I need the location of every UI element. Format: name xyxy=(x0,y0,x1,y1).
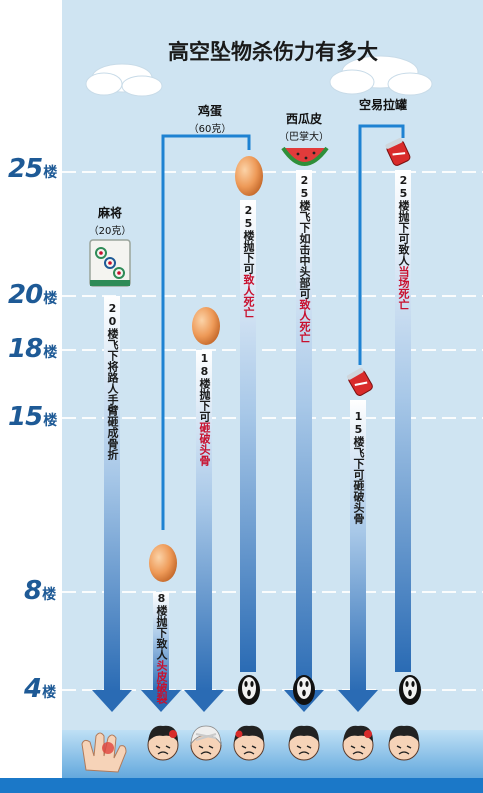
mahjong-tile-icon xyxy=(89,239,131,287)
arrow-can-15 xyxy=(338,400,378,712)
watermelon-name: 西瓜皮 xyxy=(285,112,323,126)
arrow-egg-8 xyxy=(141,592,181,712)
injured-head-icon xyxy=(233,725,265,761)
background-panel xyxy=(62,0,483,780)
injured-head-icon xyxy=(388,725,420,761)
effect-egg-8: 8楼抛下致人头皮破裂 xyxy=(155,592,168,704)
crushed-can-icon-15 xyxy=(346,367,373,396)
floor-label-8: 8楼 xyxy=(24,576,57,606)
egg-name: 鸡蛋 xyxy=(197,104,223,118)
cloud-icon xyxy=(85,63,163,97)
egg-weight: （60克） xyxy=(188,124,232,135)
injured-head-icon xyxy=(342,725,374,761)
arrow-egg-18 xyxy=(184,350,224,712)
effect-watermelon-25: 25楼飞下如击中头部可致人死亡 xyxy=(298,174,311,343)
can-bracket xyxy=(358,124,405,365)
floor-label-25: 25楼 xyxy=(8,154,58,184)
effect-egg-18: 18楼抛下可砸破头骨 xyxy=(198,352,211,466)
injured-head-icon xyxy=(288,725,320,761)
cloud-icon xyxy=(329,55,433,96)
floor-label-18: 18楼 xyxy=(8,334,58,364)
floor-label-4: 4楼 xyxy=(24,674,57,704)
egg-bracket xyxy=(161,134,251,530)
arrow-can-25 xyxy=(395,170,411,672)
scream-ghost-icon xyxy=(238,675,260,705)
scream-ghost-icon xyxy=(293,675,315,705)
arrow-egg-25 xyxy=(240,200,256,672)
page-title: 高空坠物杀伤力有多大 xyxy=(168,40,378,64)
can-name: 空易拉罐 xyxy=(358,98,408,112)
effect-can-25: 25楼抛下可致人当场死亡 xyxy=(397,174,410,310)
injured-head-icon xyxy=(147,725,179,761)
bottom-strip xyxy=(0,778,483,793)
watermelon-weight: （巴掌大） xyxy=(279,132,329,143)
injured-hand-icon xyxy=(81,732,127,773)
floor-label-20: 20楼 xyxy=(8,280,58,310)
injured-head-icon xyxy=(190,725,222,761)
egg-icon-8 xyxy=(149,544,177,582)
floor-label-15: 15楼 xyxy=(8,402,58,432)
mahjong-name: 麻将 xyxy=(97,206,123,220)
arrow-mahjong-20 xyxy=(92,296,132,712)
crushed-can-icon-25 xyxy=(385,137,411,166)
effect-egg-25: 25楼抛下可致人死亡 xyxy=(242,204,255,318)
effect-can-15: 15楼飞下可砸破头骨 xyxy=(352,410,365,524)
watermelon-slice-icon xyxy=(281,146,329,166)
scream-ghost-icon xyxy=(399,675,421,705)
egg-icon-25 xyxy=(235,156,263,196)
egg-icon-18 xyxy=(192,307,220,345)
mahjong-weight: （20克） xyxy=(88,226,132,237)
effect-mahjong-20: 20楼飞下将路人手臂砸成骨折 xyxy=(106,302,119,460)
